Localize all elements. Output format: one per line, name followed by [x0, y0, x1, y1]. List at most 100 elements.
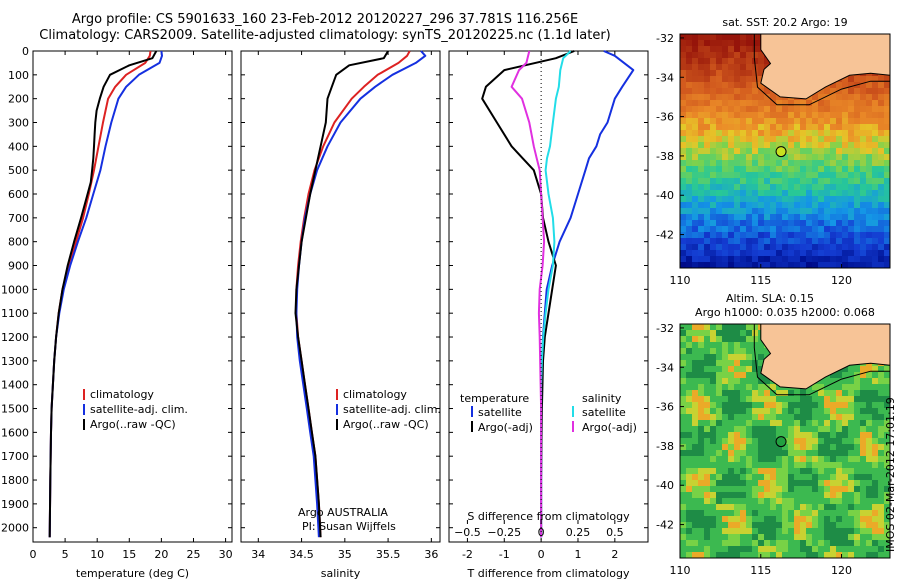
sla-map-cell	[716, 456, 722, 462]
sst-map-cell	[842, 76, 848, 82]
sst-map-cell	[686, 34, 692, 40]
sla-map-cell	[692, 510, 698, 516]
sla-map-cell	[794, 420, 800, 426]
sst-map-cell	[752, 214, 758, 220]
sla-map-cell	[872, 462, 878, 468]
sst-map-cell	[764, 238, 770, 244]
sst-map-cell	[716, 154, 722, 160]
sla-map-cell	[800, 546, 806, 552]
sla-map-cell	[722, 546, 728, 552]
sst-map-cell	[794, 244, 800, 250]
sst-map-cell	[866, 244, 872, 250]
sst-map-cell	[710, 118, 716, 124]
sst-map-cell	[800, 196, 806, 202]
sst-map-cell	[692, 160, 698, 166]
sst-map-cell	[866, 76, 872, 82]
sst-map-cell	[866, 166, 872, 172]
sla-map-cell	[848, 414, 854, 420]
sst-map-cell	[728, 94, 734, 100]
sla-map-cell	[680, 474, 686, 480]
sst-map-cell	[770, 208, 776, 214]
sst-map-cell	[716, 88, 722, 94]
sst-map-cell	[878, 250, 884, 256]
sla-map-cell	[854, 540, 860, 546]
sla-map-cell	[848, 438, 854, 444]
sst-map-cell	[860, 94, 866, 100]
sla-map-cell	[746, 330, 752, 336]
sla-map-cell	[818, 528, 824, 534]
sst-map-cell	[848, 130, 854, 136]
sla-map-cell	[806, 390, 812, 396]
sla-map-cell	[686, 426, 692, 432]
sst-map-cell	[746, 106, 752, 112]
sla-map-cell	[746, 474, 752, 480]
sla-map-cell	[758, 456, 764, 462]
sst-map-cell	[740, 112, 746, 118]
sst-map-cell	[680, 172, 686, 178]
sla-map-cell	[794, 498, 800, 504]
sla-map-cell	[782, 552, 788, 558]
sla-map-cell	[878, 498, 884, 504]
sla-map-cell	[860, 462, 866, 468]
sla-map-cell	[770, 534, 776, 540]
sla-map-cell	[698, 426, 704, 432]
sst-map-cell	[704, 226, 710, 232]
sla-map-cell	[788, 408, 794, 414]
sla-map-cell	[884, 468, 890, 474]
sst-map-cell	[728, 130, 734, 136]
sst-map-cell	[848, 262, 854, 268]
sst-map-cell	[776, 184, 782, 190]
sla-map-cell	[728, 384, 734, 390]
sla-map-cell	[824, 432, 830, 438]
sst-map-cell	[884, 184, 890, 190]
sla-map-cell	[800, 504, 806, 510]
sla-map-cell	[704, 510, 710, 516]
sst-map-cell	[866, 154, 872, 160]
sla-map-cell	[740, 378, 746, 384]
sst-map-cell	[866, 100, 872, 106]
sst-map-cell	[692, 262, 698, 268]
sst-map-cell	[842, 208, 848, 214]
sla-map-cell	[764, 528, 770, 534]
sst-map-cell	[686, 136, 692, 142]
sst-map-cell	[866, 184, 872, 190]
sst-map-cell	[740, 46, 746, 52]
sst-map-cell	[758, 154, 764, 160]
sla-map-cell	[692, 396, 698, 402]
sla-map-cell	[818, 516, 824, 522]
sst-map-cell	[866, 172, 872, 178]
sla-map-cell	[746, 540, 752, 546]
sla-map-cell	[740, 528, 746, 534]
sla-map-cell	[686, 486, 692, 492]
sla-map-cell	[758, 438, 764, 444]
sla-map-cell	[734, 504, 740, 510]
sst-map-cell	[866, 256, 872, 262]
sst-map-cell	[764, 250, 770, 256]
sst-map-cell	[872, 250, 878, 256]
sla-map-cell	[710, 324, 716, 330]
sla-map-cell	[698, 456, 704, 462]
sla-map-cell	[722, 360, 728, 366]
sla-map-cell	[698, 528, 704, 534]
sst-map-cell	[722, 214, 728, 220]
sst-map-cell	[866, 82, 872, 88]
sst-map-cell	[866, 202, 872, 208]
sst-map-cell	[806, 244, 812, 250]
sla-map-cell	[686, 414, 692, 420]
sla-map-cell	[716, 534, 722, 540]
sla-map-cell	[818, 402, 824, 408]
sst-map-cell	[716, 112, 722, 118]
sst-map-cell	[872, 238, 878, 244]
sla-map-cell	[836, 456, 842, 462]
sst-map-cell	[764, 142, 770, 148]
sla-map-cell	[884, 474, 890, 480]
sst-map-cell	[806, 208, 812, 214]
sla-map-cell	[776, 462, 782, 468]
sst-map-cell	[884, 214, 890, 220]
sst-map-cell	[758, 196, 764, 202]
sst-map-cell	[860, 178, 866, 184]
sla-map-cell	[788, 504, 794, 510]
sla-map-cell	[884, 462, 890, 468]
temperature-xtick-label: 25	[186, 548, 200, 561]
